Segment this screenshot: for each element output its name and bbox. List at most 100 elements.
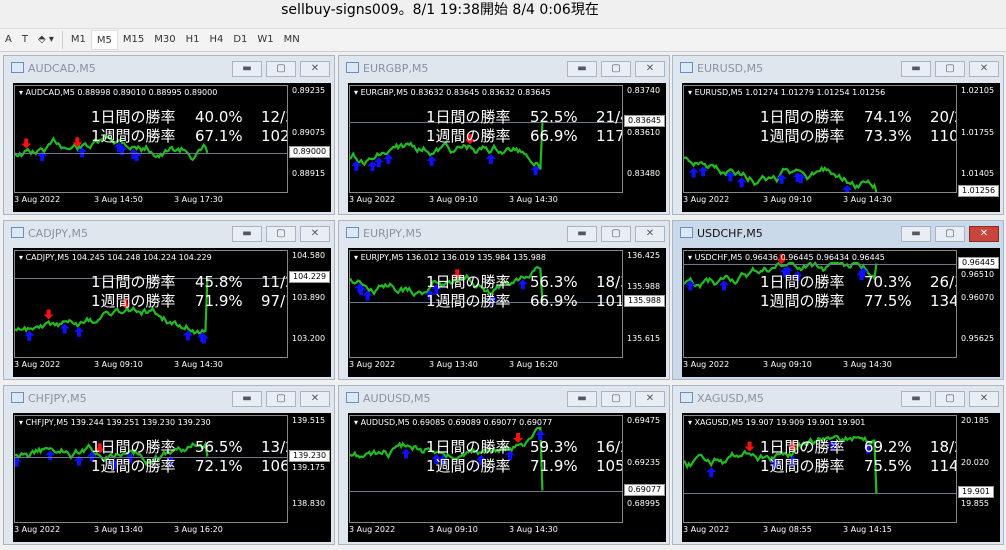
minimize-button[interactable]: ▬ (901, 391, 931, 407)
stat-label: 1週間の勝率 (91, 457, 176, 475)
stat-percent: 56.3% (530, 273, 578, 291)
close-button[interactable]: ✕ (969, 61, 999, 77)
stat-percent: 56.5% (195, 438, 243, 456)
maximize-button[interactable]: ▢ (935, 61, 965, 77)
stat-label: 1日間の勝率 (91, 108, 176, 126)
plot-area[interactable]: ▾ EURGBP,M5 0.83632 0.83645 0.83632 0.83… (349, 85, 623, 193)
buy-arrow-icon (165, 455, 176, 466)
price-chart[interactable]: ▾ EURJPY,M5 136.012 136.019 135.984 135.… (348, 248, 666, 377)
price-chart[interactable]: ▾ AUDUSD,M5 0.69085 0.69089 0.69077 0.69… (348, 413, 666, 542)
plot-area[interactable]: ▾ EURJPY,M5 136.012 136.019 135.984 135.… (349, 250, 623, 358)
buy-arrow-icon (725, 171, 736, 182)
maximize-button[interactable]: ▢ (601, 391, 631, 407)
price-chart[interactable]: ▾ EURUSD,M5 1.01274 1.01279 1.01254 1.01… (682, 83, 1000, 212)
chart-window-eurusd[interactable]: EURUSD,M5 ▬ ▢ ✕ ▾ EURUSD,M5 1.01274 1.01… (672, 55, 1004, 215)
chart-window-title: USDCHF,M5 (697, 227, 763, 240)
chart-window-chfjpy[interactable]: CHFJPY,M5 ▬ ▢ ✕ ▾ CHFJPY,M5 139.244 139.… (3, 385, 335, 545)
close-button[interactable]: ✕ (300, 391, 330, 407)
price-chart[interactable]: ▾ CADJPY,M5 104.245 104.248 104.224 104.… (13, 248, 331, 377)
chart-window-xagusd[interactable]: XAGUSD,M5 ▬ ▢ ✕ ▾ XAGUSD,M5 19.907 19.90… (672, 385, 1004, 545)
price-tick: 19.855 (961, 499, 989, 509)
maximize-button[interactable]: ▢ (266, 391, 296, 407)
buy-arrow-icon (362, 290, 373, 301)
price-chart[interactable]: ▾ CHFJPY,M5 139.244 139.251 139.230 139.… (13, 413, 331, 542)
separator (61, 31, 63, 49)
close-button[interactable]: ✕ (635, 61, 665, 77)
close-button[interactable]: ✕ (635, 226, 665, 242)
sell-arrow-icon (787, 441, 798, 452)
chart-window-title: EURGBP,M5 (363, 62, 429, 75)
minimize-button[interactable]: ▬ (901, 226, 931, 242)
price-chart[interactable]: ▾ EURGBP,M5 0.83632 0.83645 0.83632 0.83… (348, 83, 666, 212)
plot-area[interactable]: ▾ USDCHF,M5 0.96436 0.96445 0.96434 0.96… (683, 250, 957, 358)
chart-window-usdchf[interactable]: USDCHF,M5 ▬ ▢ ✕ ▾ USDCHF,M5 0.96436 0.96… (672, 220, 1004, 380)
maximize-button[interactable]: ▢ (266, 61, 296, 77)
buy-arrow-icon (487, 294, 498, 305)
minimize-button[interactable]: ▬ (567, 226, 597, 242)
ohlc-readout: ▾ AUDUSD,M5 0.69085 0.69089 0.69077 0.69… (354, 418, 553, 427)
timeframe-h4-button[interactable]: H4 (209, 34, 224, 45)
buy-arrow-icon (77, 147, 88, 158)
plot-area[interactable]: ▾ AUDUSD,M5 0.69085 0.69089 0.69077 0.69… (349, 415, 623, 523)
ohlc-text: AUDCAD,M5 0.88998 0.89010 0.88995 0.8900… (25, 88, 218, 97)
minimize-button[interactable]: ▬ (232, 391, 262, 407)
buy-arrow-icon (128, 148, 139, 159)
timeframe-m5-button[interactable]: M5 (90, 30, 118, 50)
chart-window-eurgbp[interactable]: EURGBP,M5 ▬ ▢ ✕ ▾ EURGBP,M5 0.83632 0.83… (338, 55, 670, 215)
minimize-button[interactable]: ▬ (232, 61, 262, 77)
stat-count: 16/2 (596, 438, 622, 456)
plot-area[interactable]: ▾ CHFJPY,M5 139.244 139.251 139.230 139.… (14, 415, 288, 523)
buy-arrow-icon (182, 330, 193, 341)
text-tool-icon[interactable]: A (5, 34, 12, 45)
minimize-button[interactable]: ▬ (567, 61, 597, 77)
objects-tool-icon[interactable]: ⬘ ▾ (37, 34, 54, 45)
minimize-button[interactable]: ▬ (232, 226, 262, 242)
price-tick: 0.69235 (627, 457, 661, 467)
plot-area[interactable]: ▾ CADJPY,M5 104.245 104.248 104.224 104.… (14, 250, 288, 358)
plot-area[interactable]: ▾ AUDCAD,M5 0.88998 0.89010 0.88995 0.89… (14, 85, 288, 193)
timeframe-m30-button[interactable]: M30 (154, 34, 176, 45)
chart-window-cadjpy[interactable]: CADJPY,M5 ▬ ▢ ✕ ▾ CADJPY,M5 104.245 104.… (3, 220, 335, 380)
timeframe-mn-button[interactable]: MN (283, 34, 300, 45)
close-button[interactable]: ✕ (300, 61, 330, 77)
price-tick: 0.89075 (292, 127, 326, 137)
buy-arrow-icon (198, 333, 209, 344)
timeframe-d1-button[interactable]: D1 (233, 34, 248, 45)
buy-arrow-icon (425, 289, 435, 300)
timeframe-w1-button[interactable]: W1 (257, 34, 274, 45)
ohlc-text: CADJPY,M5 104.245 104.248 104.224 104.22… (25, 253, 212, 262)
price-tick: 135.988 (627, 281, 661, 291)
close-button[interactable]: ✕ (635, 391, 665, 407)
sell-arrow-icon (120, 298, 131, 309)
time-tick: 3 Aug 14:30 (509, 195, 558, 204)
price-chart[interactable]: ▾ AUDCAD,M5 0.88998 0.89010 0.88995 0.89… (13, 83, 331, 212)
timeframe-h1-button[interactable]: H1 (185, 34, 200, 45)
price-series (15, 440, 209, 467)
stat-count: 102/ (261, 127, 287, 145)
close-button[interactable]: ✕ (969, 226, 999, 242)
price-chart[interactable]: ▾ XAGUSD,M5 19.907 19.909 19.901 19.901 … (682, 413, 1000, 542)
chart-window-audusd[interactable]: AUDUSD,M5 ▬ ▢ ✕ ▾ AUDUSD,M5 0.69085 0.69… (338, 385, 670, 545)
time-tick: 3 Aug 14:30 (843, 360, 892, 369)
price-chart[interactable]: ▾ USDCHF,M5 0.96436 0.96445 0.96434 0.96… (682, 248, 1000, 377)
close-button[interactable]: ✕ (300, 226, 330, 242)
timeframe-m15-button[interactable]: M15 (122, 34, 145, 45)
time-tick: 3 Aug 14:30 (843, 195, 892, 204)
chart-window-icon (680, 62, 693, 73)
close-button[interactable]: ✕ (969, 391, 999, 407)
minimize-button[interactable]: ▬ (567, 391, 597, 407)
maximize-button[interactable]: ▢ (935, 391, 965, 407)
price-tick: 136.425 (627, 251, 661, 261)
plot-area[interactable]: ▾ XAGUSD,M5 19.907 19.909 19.901 19.901 … (683, 415, 957, 523)
maximize-button[interactable]: ▢ (601, 61, 631, 77)
maximize-button[interactable]: ▢ (935, 226, 965, 242)
text-label-tool-icon[interactable]: T (21, 34, 28, 45)
chart-window-eurjpy[interactable]: EURJPY,M5 ▬ ▢ ✕ ▾ EURJPY,M5 136.012 136.… (338, 220, 670, 380)
timeframe-m1-button[interactable]: M1 (70, 34, 86, 45)
ohlc-text: EURJPY,M5 136.012 136.019 135.984 135.98… (360, 253, 546, 262)
chart-window-audcad[interactable]: AUDCAD,M5 ▬ ▢ ✕ ▾ AUDCAD,M5 0.88998 0.89… (3, 55, 335, 215)
maximize-button[interactable]: ▢ (601, 226, 631, 242)
plot-area[interactable]: ▾ EURUSD,M5 1.01274 1.01279 1.01254 1.01… (683, 85, 957, 193)
maximize-button[interactable]: ▢ (266, 226, 296, 242)
minimize-button[interactable]: ▬ (901, 61, 931, 77)
